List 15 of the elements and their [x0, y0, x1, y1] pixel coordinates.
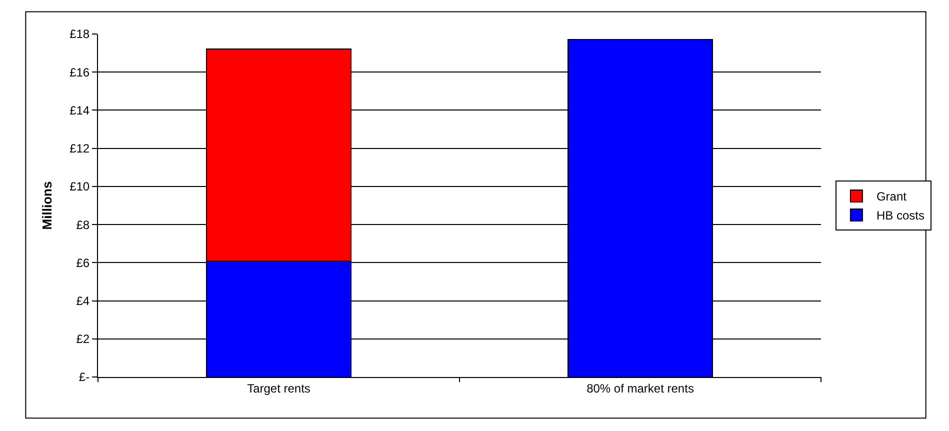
y-tick-label: £8 — [76, 218, 90, 232]
y-tick-label: £4 — [76, 294, 90, 308]
y-tick-label: £6 — [76, 256, 90, 270]
y-tick-label: £10 — [70, 180, 90, 194]
y-tick-label: £14 — [70, 103, 90, 118]
y-axis-title: Millions — [40, 181, 55, 230]
x-tick-label: 80% of market rents — [586, 381, 694, 396]
legend-label: HB costs — [876, 208, 924, 223]
y-tick-label: £16 — [70, 65, 90, 80]
y-tick-label: £12 — [70, 142, 90, 156]
y-tick-label: £- — [78, 370, 90, 384]
legend-label: Grant — [876, 190, 908, 204]
x-tick-label: Target rents — [247, 381, 310, 396]
y-tick-label: £18 — [70, 27, 90, 42]
y-tick-label: £2 — [76, 332, 90, 346]
